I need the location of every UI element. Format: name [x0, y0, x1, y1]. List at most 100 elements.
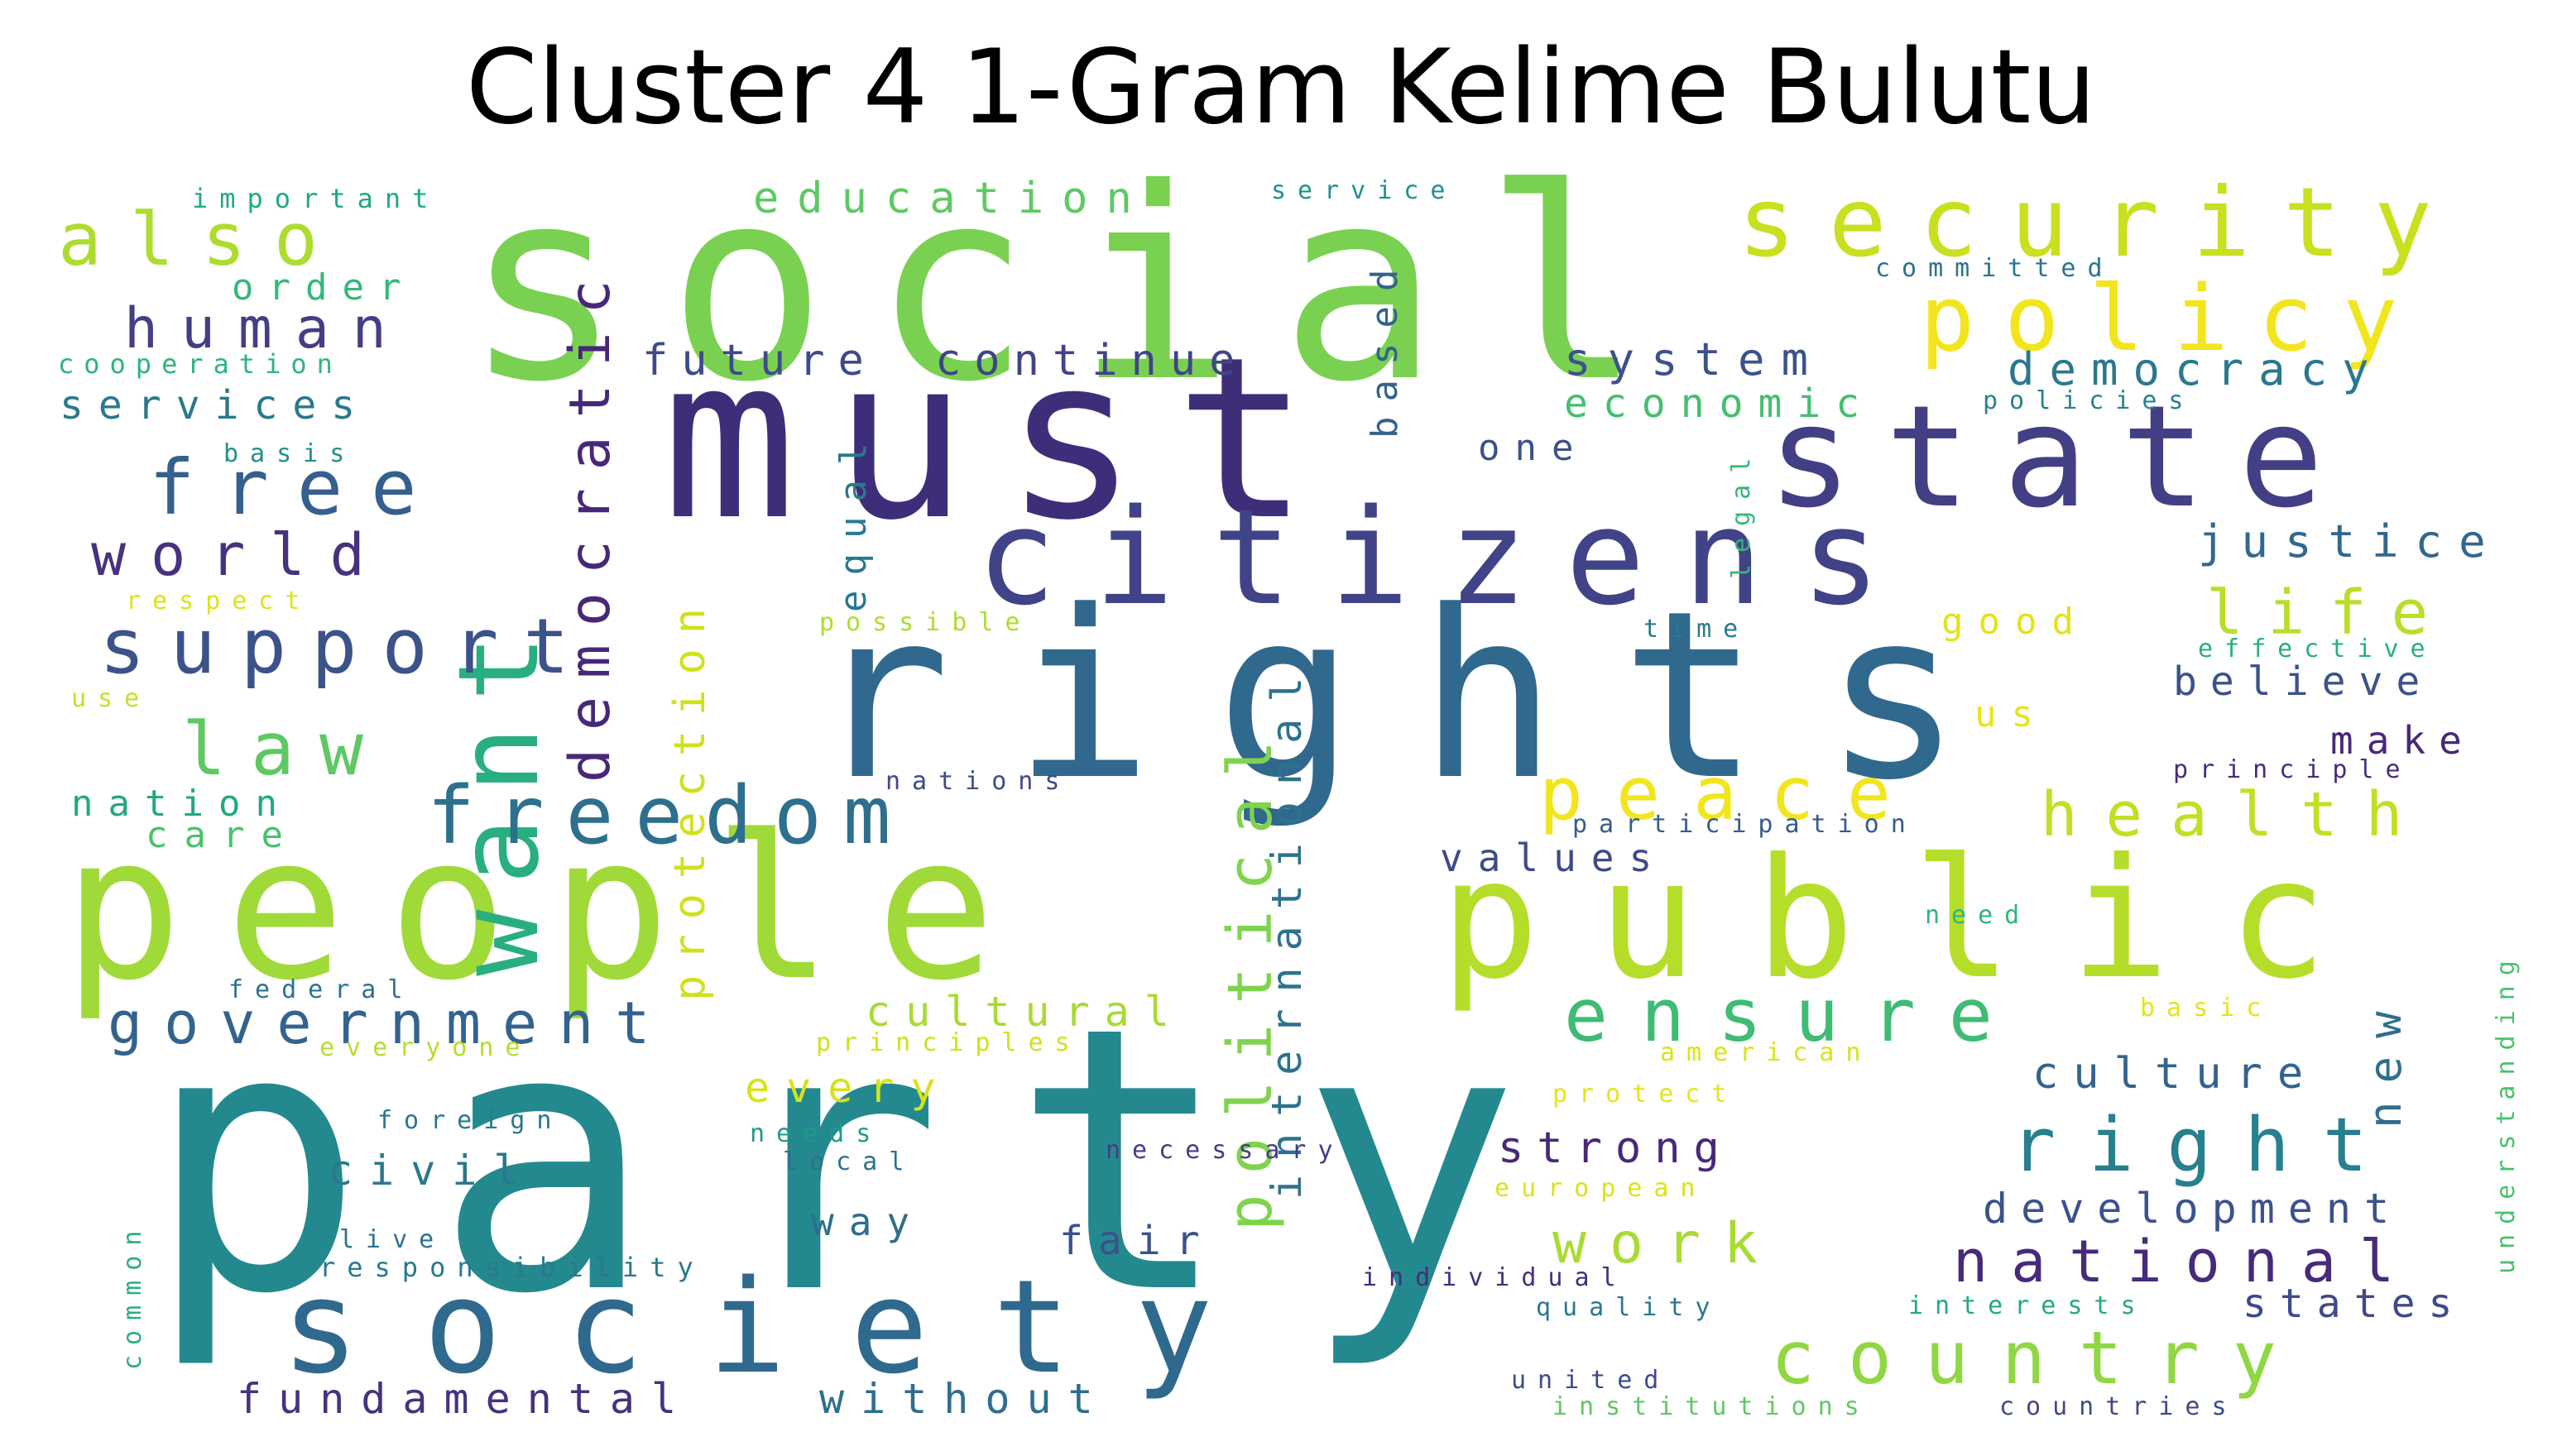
chart-title: Cluster 4 1-Gram Kelime Bulutu	[465, 28, 2096, 147]
word-must: must	[662, 309, 1346, 569]
word-principles: principles	[816, 1028, 1082, 1057]
word-human: human	[124, 296, 410, 362]
word-participation: participation	[1572, 810, 1917, 839]
word-interests: interests	[1908, 1291, 2147, 1320]
word-world: world	[91, 521, 390, 589]
word-basic: basic	[2140, 994, 2273, 1023]
word-civil: civil	[328, 1147, 535, 1195]
word-institutions: institutions	[1552, 1392, 1871, 1421]
word-free: free	[149, 443, 445, 532]
word-state: state	[1768, 376, 2357, 539]
word-ensure: ensure	[1564, 973, 2026, 1058]
word-society: society	[281, 1252, 1278, 1402]
word-public: public	[1440, 823, 2386, 1016]
word-committed: committed	[1875, 254, 2114, 283]
word-important: important	[192, 183, 440, 214]
word-services: services	[60, 382, 371, 429]
word-fair: fair	[1059, 1218, 1215, 1264]
word-also: also	[58, 197, 346, 282]
word-live: live	[339, 1225, 446, 1254]
word-democracy: democracy	[2008, 343, 2384, 395]
word-local: local	[783, 1147, 916, 1176]
word-government: government	[108, 989, 672, 1057]
word-national: national	[1953, 1228, 2418, 1296]
word-values: values	[1440, 836, 1667, 880]
word-cooperation: cooperation	[58, 348, 343, 380]
word-american: american	[1660, 1038, 1873, 1067]
word-common: common	[118, 1220, 147, 1370]
word-social: social	[463, 132, 1688, 440]
word-one: one	[1478, 427, 1589, 469]
word-people: people	[63, 793, 1039, 1024]
word-system: system	[1564, 333, 1826, 386]
word-understanding: understanding	[2492, 951, 2521, 1274]
word-individual: individual	[1362, 1263, 1628, 1292]
word-law: law	[182, 706, 388, 792]
word-health: health	[2041, 779, 2431, 850]
word-culture: culture	[2032, 1049, 2319, 1099]
word-needs: needs	[750, 1119, 883, 1148]
word-economic: economic	[1564, 381, 1875, 427]
word-make: make	[2330, 718, 2475, 763]
word-use: use	[71, 684, 151, 713]
word-federal: federal	[228, 975, 415, 1004]
word-support: support	[99, 602, 594, 691]
word-freedom: freedom	[427, 769, 913, 862]
word-nation: nation	[71, 783, 292, 825]
word-strong: strong	[1498, 1123, 1733, 1173]
word-everyone: everyone	[319, 1033, 532, 1062]
word-effective: effective	[2198, 635, 2437, 663]
word-party: party	[146, 950, 1590, 1373]
word-possible: possible	[819, 608, 1032, 637]
word-necessary: necessary	[1106, 1136, 1345, 1165]
word-future: future	[642, 336, 877, 386]
word-new: new	[2359, 993, 2411, 1128]
word-need: need	[1925, 901, 2032, 930]
word-fundamental: fundamental	[237, 1375, 693, 1423]
word-time: time	[1643, 615, 1750, 644]
word-continue: continue	[935, 336, 1249, 386]
word-foreign: foreign	[377, 1106, 564, 1135]
word-international: international	[1263, 660, 1311, 1200]
word-care: care	[146, 814, 300, 856]
word-nations: nations	[885, 767, 1072, 796]
word-equal: equal	[832, 428, 875, 612]
word-cultural: cultural	[866, 988, 1184, 1036]
word-respect: respect	[126, 587, 312, 615]
word-peace: peace	[1539, 751, 1924, 836]
word-protect: protect	[1552, 1080, 1739, 1109]
word-security: security	[1738, 167, 2465, 279]
word-policy: policy	[1920, 266, 2428, 371]
word-good: good	[1941, 601, 2089, 643]
word-us: us	[1974, 693, 2048, 735]
word-way: way	[811, 1200, 925, 1244]
word-rights: rights	[811, 562, 2026, 831]
word-life: life	[2206, 577, 2454, 649]
word-without: without	[819, 1375, 1110, 1423]
word-citizens: citizens	[976, 480, 1919, 635]
word-quality: quality	[1536, 1293, 1722, 1322]
word-responsibility: responsibility	[319, 1252, 705, 1283]
word-every: every	[745, 1064, 952, 1112]
word-order: order	[232, 266, 416, 309]
word-development: development	[1983, 1185, 2403, 1233]
word-believe: believe	[2173, 659, 2434, 705]
word-education: education	[753, 174, 1150, 223]
word-service: service	[1271, 176, 1457, 205]
word-democratic: democratic	[558, 261, 623, 783]
word-united: united	[1511, 1366, 1671, 1395]
word-legal: legal	[1727, 446, 1756, 579]
word-protection: protection	[665, 592, 715, 1001]
word-based: based	[1364, 254, 1406, 438]
word-european: european	[1494, 1174, 1707, 1203]
word-countries: countries	[1999, 1392, 2238, 1421]
word-basis: basis	[223, 439, 357, 468]
word-right: right	[2011, 1102, 2401, 1189]
word-work: work	[1552, 1211, 1781, 1276]
word-justice: justice	[2198, 515, 2502, 568]
word-states: states	[2243, 1281, 2466, 1327]
word-country: country	[1771, 1315, 2310, 1401]
word-policies: policies	[1983, 386, 2195, 415]
word-principle: principle	[2173, 755, 2412, 784]
